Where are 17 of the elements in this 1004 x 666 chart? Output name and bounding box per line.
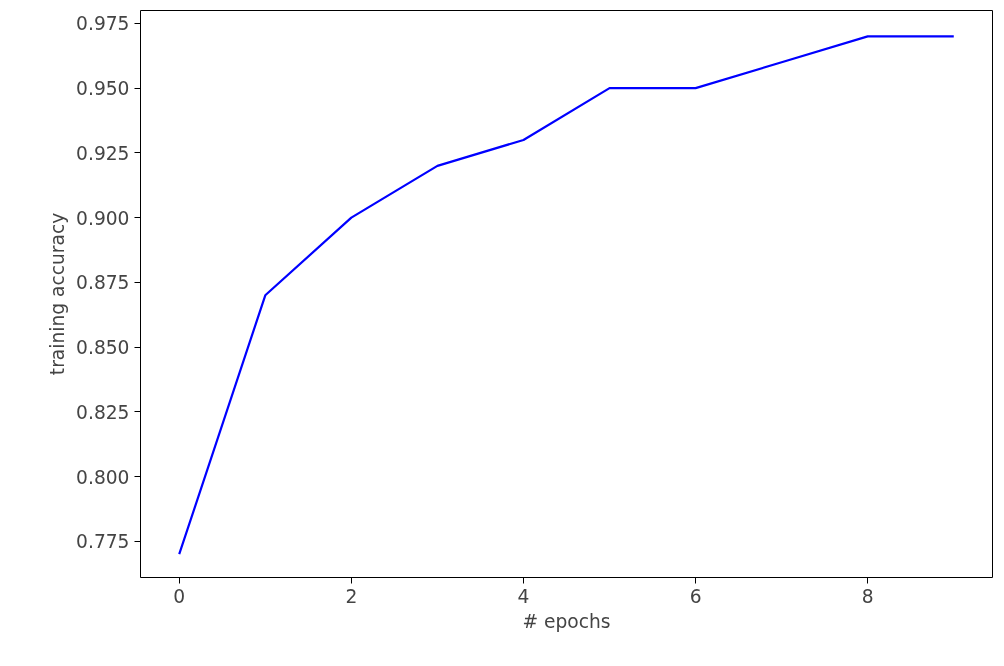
x-tick-label: 2 xyxy=(345,585,358,607)
y-tick-label: 0.875 xyxy=(76,272,130,294)
y-tick-label: 0.900 xyxy=(76,207,130,229)
y-tick-label: 0.825 xyxy=(76,401,130,423)
x-tick-label: 8 xyxy=(861,585,874,607)
y-tick-label: 0.925 xyxy=(76,142,130,164)
x-tick-label: 4 xyxy=(517,585,530,607)
x-axis-title: # epochs xyxy=(522,610,611,632)
y-tick-label: 0.775 xyxy=(76,531,130,553)
line-series xyxy=(178,35,955,556)
y-tick-label: 0.950 xyxy=(76,78,130,100)
y-axis-title: training accuracy xyxy=(47,212,69,376)
x-tick-label: 6 xyxy=(689,585,702,607)
y-tick-label: 0.975 xyxy=(76,13,130,35)
y-tick-label: 0.800 xyxy=(76,466,130,488)
y-tick-label: 0.850 xyxy=(76,337,130,359)
x-tick-label: 0 xyxy=(173,585,186,607)
